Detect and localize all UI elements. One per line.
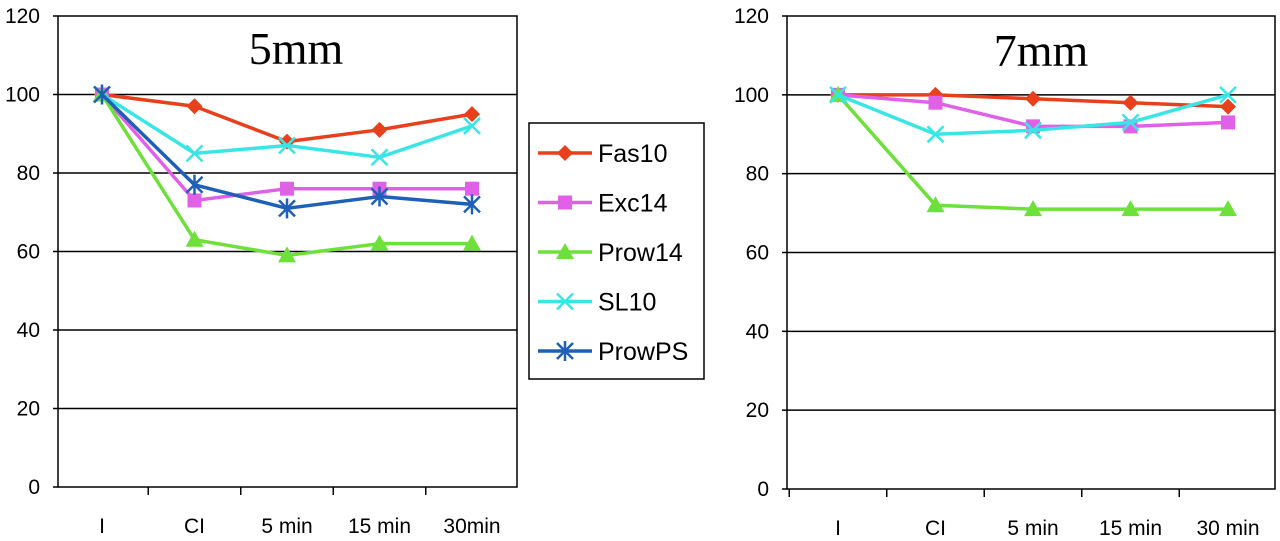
legend-marker [556, 243, 574, 259]
x-tick-label: 30min [443, 515, 500, 538]
series-sl10 [829, 85, 1237, 144]
x-tick-label: CI [925, 517, 946, 540]
data-point [278, 136, 296, 155]
data-point [185, 230, 204, 247]
chart-panel-7mm: 7mm 0 20 40 60 80 100 120 I CI 5 min 15 min 30 min [734, 5, 1276, 540]
y-tick-label: 0 [28, 476, 40, 499]
legend-item: ProwPS [538, 338, 688, 366]
data-point [280, 181, 294, 196]
data-point [370, 234, 389, 251]
legend: Fas10 Exc14 Prow14 SL10 ProwPS [528, 122, 705, 380]
x-tick-label: I [835, 517, 841, 540]
data-point [186, 98, 203, 115]
y-tick-label: 120 [734, 5, 769, 28]
legend-marker [557, 145, 573, 161]
legend-marker [556, 292, 574, 311]
chart-title: 5mm [249, 23, 344, 74]
legend-item: Fas10 [538, 140, 667, 168]
x-tick-label: I [99, 515, 105, 538]
data-point [370, 148, 389, 167]
legend-label: Fas10 [598, 140, 667, 168]
series-prow14 [93, 85, 481, 263]
legend-marker [556, 341, 574, 361]
data-point [464, 106, 480, 123]
y-tick-label: 80 [17, 162, 40, 185]
y-tick-label: 60 [746, 242, 769, 265]
data-point [463, 234, 481, 251]
data-point [926, 125, 945, 144]
data-point [1122, 94, 1139, 111]
legend-label: ProwPS [598, 338, 688, 366]
legend-item: Prow14 [538, 239, 683, 267]
series-fas10 [94, 86, 480, 150]
data-point [185, 174, 204, 195]
data-point [370, 186, 389, 207]
series-prow14 [829, 85, 1237, 217]
grid [787, 94, 1275, 411]
y-tick-label: 80 [746, 163, 769, 186]
data-point [1219, 85, 1237, 104]
y-tick-label: 20 [746, 399, 769, 422]
data-point [463, 194, 481, 215]
data-point [1219, 200, 1237, 217]
data-point [278, 198, 296, 219]
x-tick-label: 15 min [348, 515, 411, 538]
data-point [187, 193, 202, 208]
legend-label: Prow14 [598, 239, 683, 267]
data-point [926, 196, 945, 213]
chart-panel-5mm: 5mm 0 20 40 60 80 100 120 I CI 5 min 15 min 30min [5, 5, 518, 538]
data-point [1024, 200, 1042, 217]
legend-label: SL10 [598, 289, 656, 317]
legend-marker [558, 195, 572, 210]
y-tick-label: 20 [17, 398, 40, 421]
y-tick-label: 100 [5, 84, 40, 107]
data-point [1121, 113, 1140, 132]
chart-title: 7mm [994, 25, 1089, 76]
data-point [829, 85, 847, 104]
legend-item: Exc14 [538, 190, 668, 218]
data-point [463, 117, 481, 135]
data-point [1220, 98, 1236, 115]
y-tick-label: 120 [5, 5, 40, 28]
data-point [1024, 121, 1042, 140]
x-tick-label: 15 min [1099, 517, 1162, 540]
data-point [1221, 115, 1235, 130]
data-point [278, 246, 296, 263]
x-tick-label: CI [184, 515, 205, 538]
series-prowps [93, 84, 481, 219]
data-point [93, 84, 111, 105]
y-tick-label: 40 [746, 320, 769, 343]
x-tick-label: 30 min [1196, 517, 1259, 540]
x-tick-label: 5 min [261, 515, 312, 538]
y-tick-label: 100 [734, 84, 769, 107]
x-tick-label: 5 min [1007, 517, 1058, 540]
y-tick-label: 0 [757, 478, 769, 501]
series-line [100, 93, 472, 258]
data-point [928, 95, 943, 110]
data-point [371, 121, 388, 138]
legend-label: Exc14 [598, 190, 668, 218]
data-point [1025, 90, 1041, 107]
y-tick-label: 60 [17, 241, 40, 264]
data-point [465, 181, 479, 196]
y-tick-label: 40 [17, 319, 40, 342]
data-point [185, 144, 204, 163]
data-point [1121, 200, 1140, 217]
legend-item: SL10 [538, 289, 656, 317]
